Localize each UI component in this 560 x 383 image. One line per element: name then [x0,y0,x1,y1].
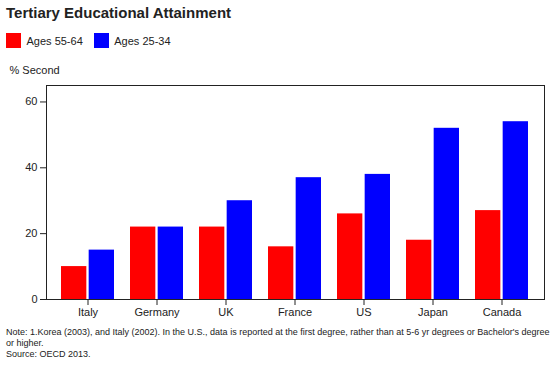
svg-text:US: US [356,306,371,318]
svg-text:0: 0 [31,293,37,305]
svg-text:UK: UK [218,306,234,318]
svg-text:Canada: Canada [483,306,522,318]
svg-text:Italy: Italy [78,306,99,318]
html-text:Ages 55-64: Ages 55-64 [26,34,83,47]
svg-text:20: 20 [25,227,37,239]
svg-text:Germany: Germany [134,306,180,318]
svg-text:60: 60 [25,95,37,107]
html-text:Note: 1.Korea (2003), and Ital: Note: 1.Korea (2003), and Italy (2002). … [6,326,550,359]
svg-text:France: France [278,306,312,318]
html-text:Ages 25-34: Ages 25-34 [114,34,171,47]
svg-text:Japan: Japan [418,306,448,318]
svg-text:% Second: % Second [10,64,60,76]
html-text:Tertiary Educational Attainmen: Tertiary Educational Attainment [6,4,231,21]
svg-text:40: 40 [25,161,37,173]
